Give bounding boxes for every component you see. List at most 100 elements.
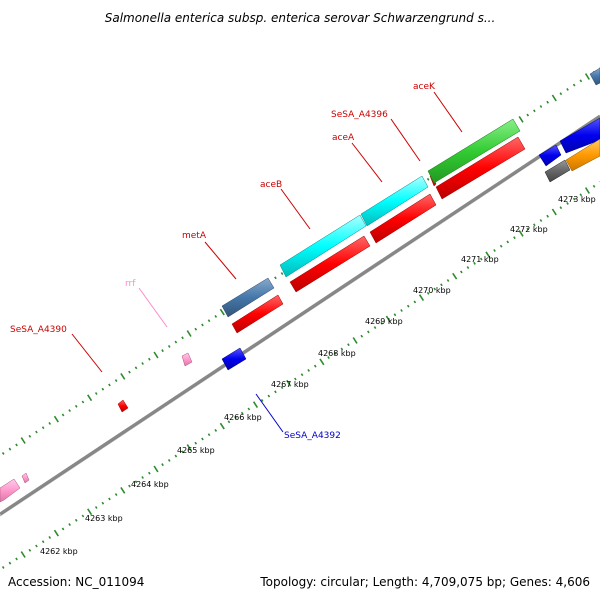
minor-tick bbox=[167, 344, 171, 348]
minor-tick bbox=[108, 383, 111, 387]
leader-aceB bbox=[280, 188, 311, 230]
minor-tick bbox=[473, 261, 476, 265]
minor-tick bbox=[28, 434, 32, 438]
minor-tick bbox=[201, 323, 204, 327]
leader-aceK bbox=[433, 91, 463, 133]
minor-tick bbox=[479, 257, 483, 261]
minor-tick bbox=[347, 343, 350, 347]
feature-right-cds-3[interactable] bbox=[544, 159, 571, 183]
leader-rrf bbox=[138, 287, 168, 328]
gene-label-SeSA_A4390[interactable]: SeSA_A4390 bbox=[10, 325, 67, 335]
major-tick bbox=[20, 551, 26, 558]
minor-tick bbox=[340, 347, 344, 351]
minor-tick bbox=[572, 83, 576, 87]
minor-tick bbox=[101, 387, 105, 391]
minor-tick bbox=[247, 407, 251, 411]
tick-label: 4268 kbp bbox=[318, 349, 356, 358]
minor-tick bbox=[327, 356, 330, 360]
tick-label: 4273 kbp bbox=[558, 195, 596, 204]
minor-tick bbox=[8, 447, 12, 451]
feature-rrf-rrna[interactable] bbox=[181, 352, 193, 367]
minor-tick bbox=[1, 565, 5, 569]
major-tick bbox=[87, 508, 93, 516]
feature-right-cds-4[interactable] bbox=[565, 138, 600, 172]
minor-tick bbox=[240, 411, 244, 415]
minor-tick bbox=[579, 193, 583, 197]
minor-tick bbox=[174, 454, 178, 458]
gene-labels: SeSA_A4390 rrf metA aceB aceA SeSA_A4396… bbox=[10, 82, 463, 441]
minor-tick bbox=[234, 416, 237, 419]
feature-SeSA_A4392-cds[interactable] bbox=[221, 347, 247, 371]
minor-tick bbox=[134, 366, 138, 370]
gene-label-SeSA_A4396[interactable]: SeSA_A4396 bbox=[331, 110, 388, 120]
feature-metA-cds[interactable] bbox=[231, 294, 284, 334]
gene-label-aceB[interactable]: aceB bbox=[260, 180, 282, 190]
major-tick bbox=[153, 351, 159, 359]
feature-aceB-cds[interactable] bbox=[289, 235, 371, 293]
minor-tick bbox=[559, 206, 563, 210]
minor-tick bbox=[360, 334, 364, 338]
minor-tick bbox=[227, 420, 231, 424]
minor-tick bbox=[148, 357, 151, 361]
feature-aceK-cds[interactable] bbox=[435, 136, 526, 200]
reverse-strand-features bbox=[221, 67, 600, 371]
tick-label: 4269 kbp bbox=[365, 317, 403, 326]
major-tick bbox=[418, 294, 425, 302]
minor-tick bbox=[214, 428, 218, 432]
tick-label: 4266 kbp bbox=[224, 413, 262, 422]
feature-right-cds-1[interactable] bbox=[538, 144, 562, 167]
feature-left-rrna-small[interactable] bbox=[21, 472, 30, 484]
minor-tick bbox=[533, 223, 536, 227]
minor-tick bbox=[181, 336, 184, 340]
minor-tick bbox=[546, 100, 549, 104]
tick-label: 4267 kbp bbox=[271, 380, 309, 389]
gene-label-aceK[interactable]: aceK bbox=[413, 82, 436, 92]
minor-tick bbox=[167, 458, 171, 462]
minor-tick bbox=[15, 443, 18, 447]
tick-label: 4264 kbp bbox=[131, 480, 169, 489]
feature-SeSA_A4390-cds[interactable] bbox=[117, 399, 129, 413]
minor-tick bbox=[94, 392, 98, 395]
minor-tick bbox=[367, 330, 370, 334]
map-title: Salmonella enterica subsp. enterica sero… bbox=[105, 11, 496, 25]
minor-tick bbox=[533, 109, 536, 113]
major-tick bbox=[53, 529, 59, 537]
minor-tick bbox=[35, 430, 38, 434]
feature-right-cds-2[interactable] bbox=[559, 117, 600, 154]
feature-aceK-other[interactable] bbox=[427, 118, 521, 184]
major-tick bbox=[551, 208, 557, 216]
leader-aceA bbox=[351, 142, 383, 183]
major-tick bbox=[87, 394, 93, 402]
feature-top-right-gene[interactable] bbox=[589, 67, 600, 86]
gene-label-rrf[interactable]: rrf bbox=[125, 279, 136, 289]
accession-text: Accession: NC_011094 bbox=[8, 575, 144, 589]
major-tick bbox=[186, 444, 192, 451]
feature-left-rrna[interactable] bbox=[0, 478, 21, 503]
minor-tick bbox=[506, 240, 510, 244]
minor-tick bbox=[559, 92, 563, 96]
major-tick bbox=[120, 486, 126, 494]
minor-tick bbox=[68, 523, 71, 527]
minor-tick bbox=[41, 426, 45, 430]
gene-label-SeSA_A4392[interactable]: SeSA_A4392 bbox=[284, 431, 341, 441]
minor-tick bbox=[526, 113, 530, 117]
minor-tick bbox=[274, 390, 277, 394]
feature-metA-gene[interactable] bbox=[221, 277, 275, 318]
feature-aceA-trna[interactable] bbox=[360, 175, 429, 227]
gene-label-metA[interactable]: metA bbox=[182, 231, 207, 241]
minor-tick bbox=[566, 87, 569, 91]
major-tick bbox=[219, 308, 225, 316]
feature-aceA-cds[interactable] bbox=[369, 193, 437, 244]
minor-tick bbox=[426, 177, 430, 181]
major-tick bbox=[20, 437, 26, 444]
tick-label: 4263 kbp bbox=[85, 514, 123, 523]
minor-tick bbox=[566, 201, 569, 205]
feature-aceB-trna[interactable] bbox=[279, 214, 367, 278]
major-tick bbox=[584, 73, 590, 80]
minor-tick bbox=[174, 340, 178, 344]
minor-tick bbox=[499, 244, 503, 248]
minor-tick bbox=[579, 79, 583, 83]
minor-tick bbox=[493, 249, 496, 252]
minor-tick bbox=[406, 304, 410, 308]
gene-label-aceA[interactable]: aceA bbox=[332, 133, 355, 143]
